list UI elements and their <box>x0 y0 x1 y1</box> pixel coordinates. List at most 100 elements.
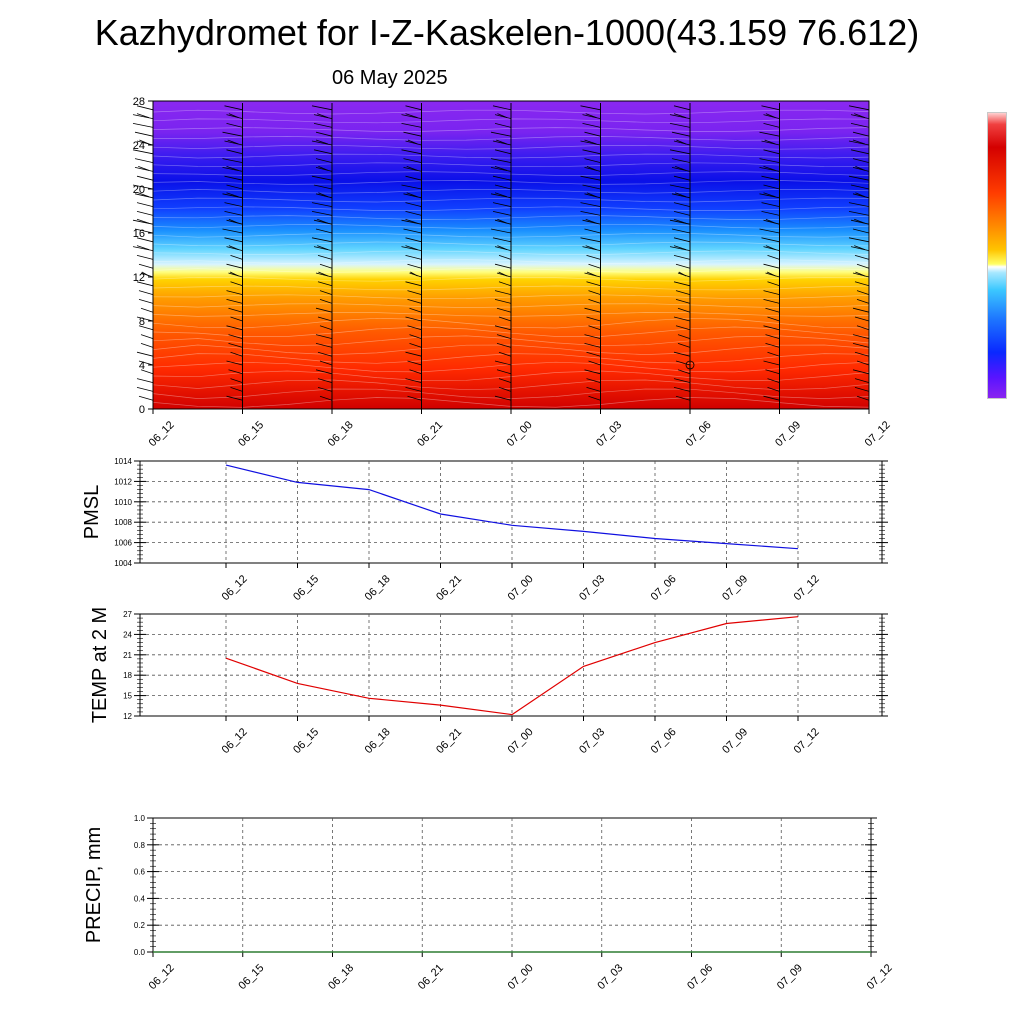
wind-barb <box>850 184 870 190</box>
wind-barb <box>136 378 154 383</box>
wind-barb <box>136 316 154 322</box>
wind-barb <box>761 211 780 216</box>
wind-barb <box>136 211 154 216</box>
wind-barb <box>315 334 333 339</box>
wind-barb <box>136 175 154 181</box>
wind-barb <box>854 378 870 383</box>
wind-barb <box>767 351 780 357</box>
wind-barb <box>318 192 329 198</box>
wind-barb <box>134 131 154 137</box>
xtick-label: 06_15 <box>291 573 321 603</box>
wind-barb <box>230 351 243 357</box>
wind-barb <box>582 149 601 155</box>
xtick-label: 06_21 <box>434 573 464 603</box>
heatmap-xtick-label: 06_12 <box>147 419 177 449</box>
wind-barb <box>677 369 691 375</box>
wind-barb <box>582 184 601 190</box>
xtick-label: 07_03 <box>577 726 607 756</box>
wind-barb <box>586 351 601 357</box>
ytick-label: 1014 <box>114 457 132 466</box>
wind-barb <box>311 211 333 216</box>
wind-barb <box>490 193 512 199</box>
wind-barb <box>403 167 422 172</box>
wind-barb <box>498 281 512 287</box>
wind-barb <box>311 105 333 111</box>
wind-barb <box>765 307 780 313</box>
wind-barb <box>317 387 333 392</box>
wind-barb <box>134 193 154 199</box>
wind-barb <box>761 140 780 146</box>
wind-barb <box>496 334 512 339</box>
xtick-label: 06_21 <box>434 726 464 756</box>
wind-barb <box>319 290 333 295</box>
heatmap-ytick-label: 16 <box>133 228 145 240</box>
ytick-label: 15 <box>123 692 132 701</box>
wind-barb <box>138 360 154 366</box>
wind-barb <box>852 228 870 234</box>
wind-barb <box>494 184 512 190</box>
wind-barb <box>852 272 870 278</box>
wind-barb <box>850 123 870 128</box>
panel-frame <box>139 460 883 564</box>
wind-barb <box>588 263 601 269</box>
wind-barb <box>405 202 422 207</box>
wind-barb <box>136 387 154 392</box>
wind-barb <box>763 184 780 190</box>
wind-barb <box>854 113 866 118</box>
wind-barb <box>313 149 333 155</box>
wind-barb <box>409 307 422 313</box>
wind-barb <box>401 123 422 128</box>
wind-barb <box>763 219 780 225</box>
wind-barb <box>494 325 512 331</box>
wind-barb <box>675 325 691 331</box>
wind-barb <box>319 299 333 304</box>
wind-barb <box>848 175 870 181</box>
wind-barb <box>588 290 601 295</box>
wind-barb <box>852 131 870 137</box>
wind-barb <box>224 237 243 243</box>
wind-barb <box>226 263 243 269</box>
wind-barb <box>497 218 508 224</box>
ytick-label: 0.8 <box>134 841 146 850</box>
wind-barb <box>132 219 154 225</box>
wind-barb <box>140 343 154 348</box>
xtick-label: 06_18 <box>326 962 356 992</box>
wind-barb <box>669 114 691 119</box>
wind-barb <box>584 131 601 137</box>
wind-barb <box>763 123 780 128</box>
wind-barb <box>405 255 422 260</box>
wind-barb <box>222 158 243 163</box>
wind-barb <box>138 325 154 331</box>
wind-barb <box>315 272 333 278</box>
wind-barb <box>854 316 870 322</box>
wind-barb <box>763 290 780 295</box>
wind-barb <box>759 158 780 163</box>
wind-barb <box>222 167 243 172</box>
wind-barb <box>401 246 422 251</box>
wind-barb <box>673 105 691 111</box>
wind-barb <box>407 325 422 331</box>
wind-barb <box>228 369 243 375</box>
heatmap-xtick-label: 06_21 <box>415 419 445 449</box>
xtick-label: 06_12 <box>147 962 177 992</box>
wind-barb <box>313 219 333 225</box>
wind-barb <box>582 123 601 128</box>
wind-barb <box>317 255 333 260</box>
wind-barb <box>315 193 333 199</box>
wind-barb <box>855 166 866 171</box>
wind-barb <box>226 290 243 295</box>
wind-barb <box>585 245 597 250</box>
wind-barb <box>494 299 512 304</box>
heatmap-xtick-label: 07_09 <box>773 419 803 449</box>
wind-barb <box>669 149 691 155</box>
wind-barb <box>852 307 870 313</box>
wind-barb <box>848 211 870 216</box>
wind-barb <box>405 113 418 118</box>
wind-barb <box>856 325 870 331</box>
wind-barb <box>317 351 333 357</box>
wind-barb <box>586 316 601 322</box>
wind-barb <box>228 245 239 250</box>
wind-barb <box>401 219 422 225</box>
wind-barb <box>409 369 422 375</box>
